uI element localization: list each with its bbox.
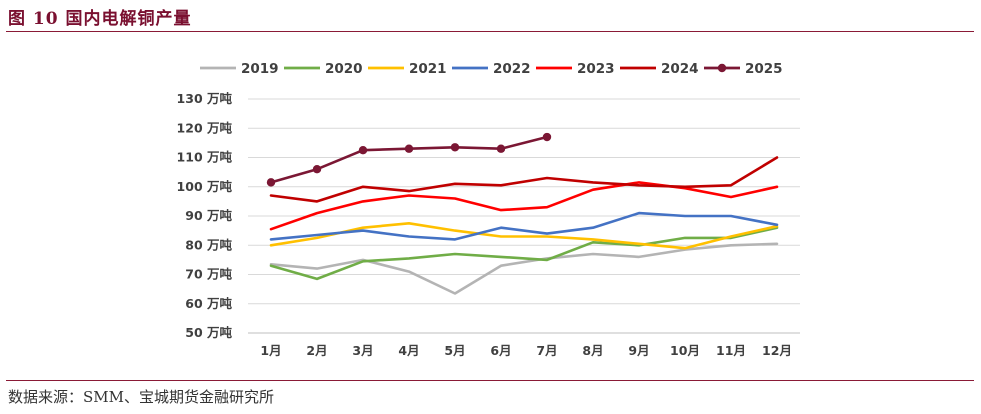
x-tick-label: 1月	[260, 343, 281, 358]
series-2025	[266, 132, 552, 187]
series-2019	[269, 242, 779, 295]
legend-label: 2022	[493, 61, 531, 77]
series-line-2025	[269, 135, 549, 184]
x-tick-label: 7月	[536, 343, 557, 358]
x-axis: 1月 2月 3月 4月 5月 6月 7月 8月 9月 10月 11月 12月	[248, 332, 800, 358]
series-2020	[269, 226, 779, 281]
series-line-2020	[269, 226, 779, 281]
data-point	[312, 165, 322, 174]
y-axis: 50 万吨 60 万吨 70 万吨 80 万吨 90 万吨 100 万吨 110 万吨 120…	[177, 91, 233, 340]
series-line-2022	[269, 211, 779, 241]
legend-item-2025: 2025	[704, 61, 783, 77]
figure-title: 图 10 国内电解铜产量	[8, 9, 192, 29]
series-2023	[269, 181, 779, 231]
y-tick-label: 80 万吨	[185, 237, 232, 252]
x-tick-label: 6月	[490, 343, 511, 358]
legend-label: 2021	[409, 61, 447, 77]
top-divider	[6, 31, 974, 32]
source-note: 数据来源：SMM、宝城期货金融研究所	[8, 388, 274, 406]
y-tick-label: 90 万吨	[185, 208, 232, 223]
series-line-2023	[269, 181, 779, 231]
series-2021	[269, 222, 779, 250]
legend-item-2023: 2023	[536, 61, 615, 77]
data-point	[496, 144, 506, 153]
x-tick-label: 4月	[398, 343, 419, 358]
x-tick-label: 2月	[306, 343, 327, 358]
y-tick-label: 50 万吨	[185, 325, 232, 340]
legend-item-2024: 2024	[620, 61, 699, 77]
legend-label: 2020	[325, 61, 363, 77]
data-point	[266, 178, 276, 187]
y-tick-label: 130 万吨	[177, 91, 233, 106]
legend-item-2019: 2019	[200, 61, 279, 77]
series-line-2019	[269, 242, 779, 295]
data-point	[404, 144, 414, 153]
legend-item-2022: 2022	[452, 61, 531, 77]
x-tick-label: 5月	[444, 343, 465, 358]
y-tick-label: 110 万吨	[177, 150, 233, 165]
y-tick-label: 120 万吨	[177, 120, 233, 135]
series-2024	[269, 156, 779, 203]
legend-label: 2025	[745, 61, 783, 77]
legend-item-2021: 2021	[368, 61, 447, 77]
y-tick-label: 60 万吨	[185, 296, 232, 311]
bottom-divider	[6, 380, 974, 381]
legend-marker	[717, 63, 727, 73]
y-tick-label: 70 万吨	[185, 267, 232, 282]
data-point	[450, 143, 460, 152]
series-2022	[269, 211, 779, 241]
x-tick-label: 3月	[352, 343, 373, 358]
y-tick-label: 100 万吨	[177, 179, 233, 194]
x-tick-label: 10月	[670, 343, 700, 358]
legend-label: 2023	[577, 61, 615, 77]
legend-label: 2024	[661, 61, 699, 77]
plot-area	[266, 132, 779, 295]
data-point	[542, 132, 552, 142]
legend-label: 2019	[241, 61, 279, 77]
x-tick-label: 9月	[628, 343, 649, 358]
series-line-2021	[269, 222, 779, 250]
x-tick-label: 12月	[762, 343, 792, 358]
series-line-2024	[269, 156, 779, 203]
legend-item-2020: 2020	[284, 61, 363, 77]
x-tick-label: 11月	[716, 343, 746, 358]
data-point	[358, 145, 368, 155]
x-tick-label: 8月	[582, 343, 603, 358]
legend: 2019 2020 2021 2022 2023 2024 2025	[200, 61, 783, 77]
